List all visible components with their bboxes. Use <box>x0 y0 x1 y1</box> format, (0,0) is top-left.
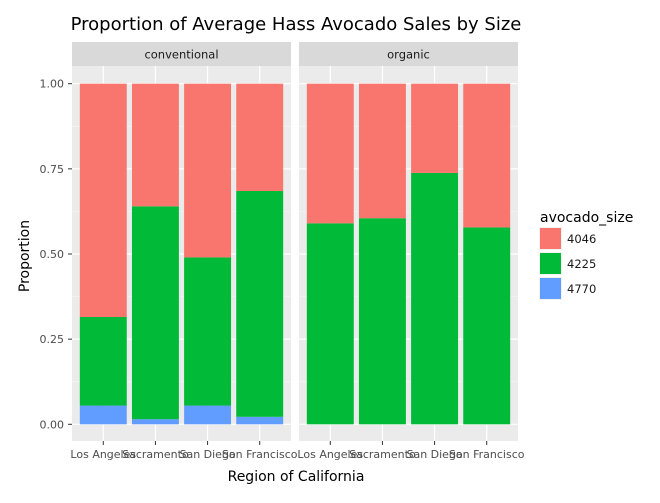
bar-segment-4770-san-francisco <box>236 416 284 425</box>
legend-title: avocado_size <box>540 210 633 226</box>
x-tick-label: San Diego <box>406 448 462 461</box>
legend: avocado_size 4046 4225 4770 <box>539 210 633 300</box>
legend-label-4225: 4225 <box>567 257 596 271</box>
bar-segment-4225-san-francisco <box>236 190 284 417</box>
legend-swatch-4225 <box>540 253 561 274</box>
y-axis: 0.00 0.25 0.50 0.75 1.00 <box>40 78 72 431</box>
bar-segment-4225-san-diego <box>411 172 459 425</box>
bar-segment-4046-san-diego <box>411 83 459 173</box>
legend-label-4046: 4046 <box>567 232 596 246</box>
facet-strip <box>72 42 291 66</box>
bar-segment-4225-sacramento <box>358 218 406 425</box>
x-tick-label: Sacramento <box>122 448 189 461</box>
bar-segment-4225-sacramento <box>131 206 179 420</box>
bar-segment-4225-san-diego <box>184 257 232 406</box>
facet-strip-label: conventional <box>144 48 218 62</box>
legend-label-4770: 4770 <box>567 282 596 296</box>
x-tick-label: San Diego <box>179 448 235 461</box>
x-tick-label: Los Angeles <box>70 448 136 461</box>
facet-strip <box>299 42 518 66</box>
bar-segment-4770-sacramento <box>131 419 179 425</box>
bar-segment-4046-san-francisco <box>236 83 284 191</box>
legend-swatch-4770 <box>540 278 561 299</box>
bar-segment-4046-san-diego <box>184 83 232 258</box>
y-tick-label: 0.00 <box>40 418 65 431</box>
bar-segment-4046-san-francisco <box>463 83 511 228</box>
x-tick-label: San Francisco <box>449 448 525 461</box>
bar-segment-4770-san-diego <box>184 405 232 425</box>
x-tick-label: San Francisco <box>222 448 298 461</box>
bar-segment-4046-los-angeles <box>79 83 127 318</box>
bar-segment-4225-los-angeles <box>306 223 354 425</box>
legend-swatch-4046 <box>540 228 561 249</box>
x-tick-label: Sacramento <box>349 448 416 461</box>
y-axis-label: Proportion <box>17 220 33 292</box>
bar-segment-4046-sacramento <box>358 83 406 219</box>
bar-segment-4770-los-angeles <box>79 405 127 425</box>
x-axis-label: Region of California <box>228 469 365 485</box>
bar-segment-4046-los-angeles <box>306 83 354 224</box>
bar-segment-4225-san-francisco <box>463 227 511 425</box>
bar-segment-4046-sacramento <box>131 83 179 207</box>
y-tick-label: 0.25 <box>40 333 65 346</box>
chart-title: Proportion of Average Hass Avocado Sales… <box>71 14 522 35</box>
bar-segment-4225-los-angeles <box>79 317 127 406</box>
facet-strip-label: organic <box>387 48 430 62</box>
y-tick-label: 0.50 <box>40 248 65 261</box>
y-tick-label: 0.75 <box>40 163 65 176</box>
y-tick-label: 1.00 <box>40 78 65 91</box>
x-tick-label: Los Angeles <box>297 448 363 461</box>
